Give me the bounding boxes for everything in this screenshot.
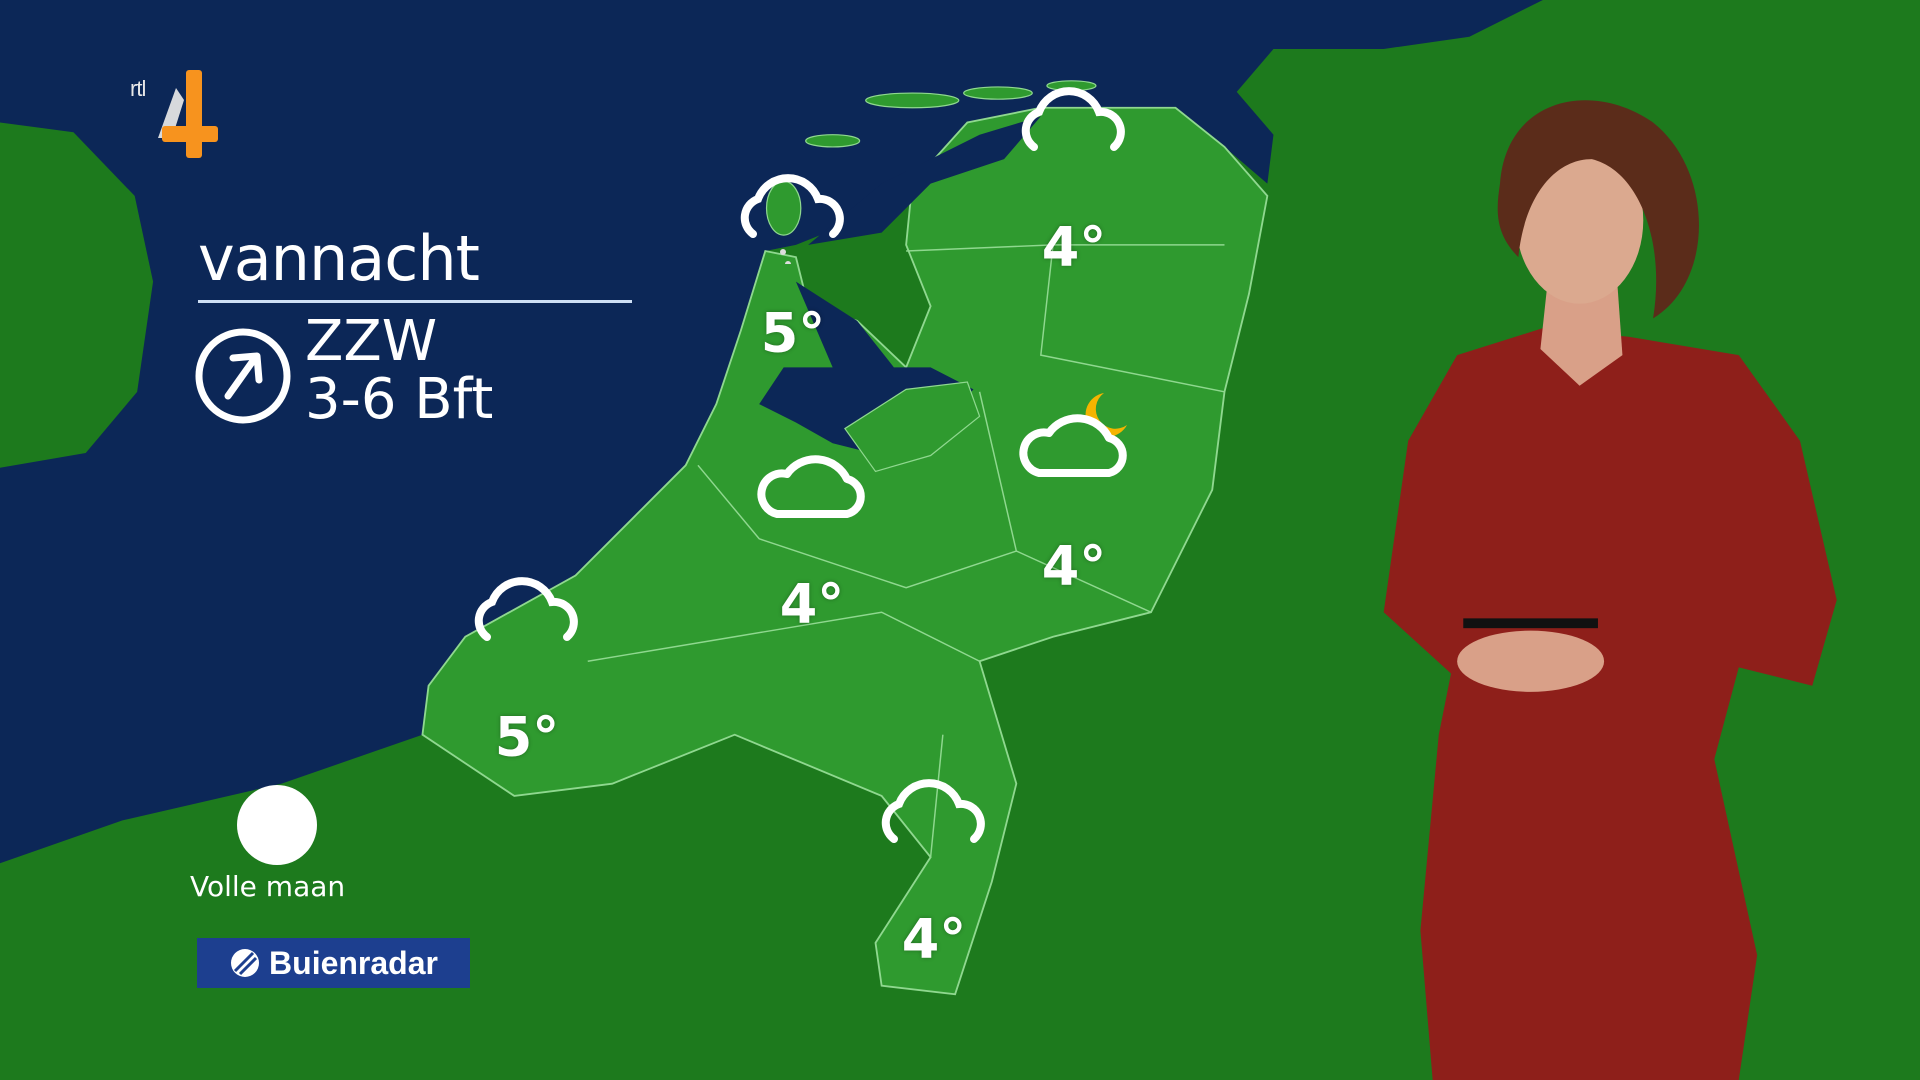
moon-phase-label: Volle maan [190, 870, 346, 903]
wind-force: 3-6 Bft [305, 367, 494, 432]
logo-4-icon [158, 70, 218, 158]
forecast-period-title: vannacht [198, 222, 480, 295]
wind-direction: ZZW [305, 309, 438, 374]
arrow-up-right-circle-icon [195, 328, 291, 424]
netherlands [421, 106, 1269, 996]
cloud-icon [474, 577, 578, 641]
temperature-zeeland: 5° [494, 705, 560, 769]
logo-text: rtl [130, 76, 146, 101]
wadden-sea [808, 116, 1041, 245]
temperature-overijssel: 4° [1041, 534, 1107, 598]
cloud-icon [1021, 87, 1125, 151]
buienradar-label: Buienradar [269, 944, 438, 981]
full-moon-icon [237, 785, 317, 865]
cloud-icon [881, 779, 985, 843]
buienradar-logo: Buienradar [197, 938, 470, 988]
flevoland [844, 381, 981, 473]
wadden-islands [765, 80, 1097, 236]
temperature-utrecht: 4° [779, 572, 845, 636]
temperature-limburg: 4° [901, 907, 967, 971]
rtl4-logo: rtl [128, 68, 228, 160]
cloud-moon-icon [1019, 393, 1127, 477]
temperature-groningen: 4° [1041, 215, 1107, 279]
province-borders [587, 244, 1225, 858]
england-land [0, 122, 154, 468]
divider [198, 300, 632, 303]
buienradar-icon [231, 949, 260, 977]
cloud-icon [757, 455, 865, 518]
temperature-noord-holland: 5° [760, 301, 826, 365]
cloud-light-rain-icon [740, 174, 844, 264]
